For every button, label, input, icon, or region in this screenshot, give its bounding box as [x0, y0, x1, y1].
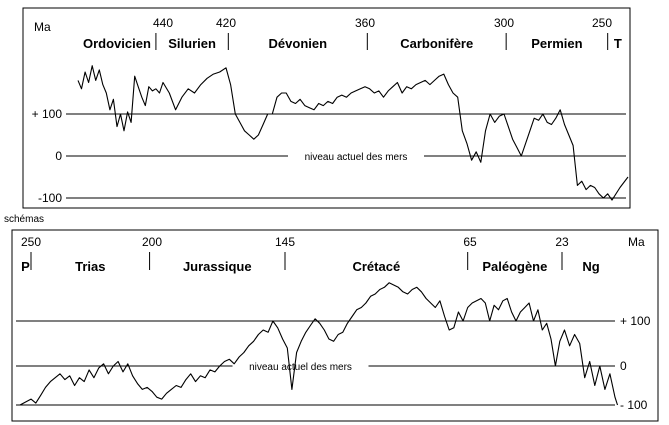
panel-1-frame — [22, 7, 631, 209]
panel-2-frame — [11, 229, 659, 422]
panel-1-unit-label: Ma — [34, 20, 51, 34]
y-tick-label: - 100 — [620, 398, 648, 412]
period-label: P — [21, 259, 30, 274]
x-tick-label: 65 — [463, 235, 477, 249]
period-label: Jurassique — [183, 259, 252, 274]
panel-2: Ma 250 200 145 65 23 P Trias Jurassique Crétacé… — [16, 235, 651, 412]
x-tick-label: 200 — [142, 235, 162, 249]
zero-line-label: niveau actuel des mers — [305, 152, 408, 163]
period-label: Silurien — [168, 36, 216, 51]
corner-label: schémas — [4, 214, 44, 225]
y-tick-label: 0 — [620, 359, 627, 373]
panel-1: Ma 440 420 360 300 250 Ordovicien Silurien Dév… — [32, 16, 629, 205]
x-tick-label: 420 — [216, 16, 236, 30]
period-label: Ordovicien — [83, 36, 151, 51]
period-label: Permien — [531, 36, 582, 51]
period-label: Carbonifère — [400, 36, 473, 51]
x-tick-label: 360 — [355, 16, 375, 30]
panel-2-sea-level-line — [19, 282, 619, 406]
period-label: T — [614, 36, 622, 51]
panel-2-unit-label: Ma — [628, 235, 645, 249]
x-tick-label: 23 — [555, 235, 569, 249]
period-label: Dévonien — [269, 36, 328, 51]
y-tick-label: 0 — [55, 149, 62, 163]
y-tick-label: + 100 — [620, 314, 651, 328]
period-label: Ng — [582, 259, 599, 274]
x-tick-label: 440 — [153, 16, 173, 30]
y-tick-label: -100 — [38, 191, 62, 205]
period-label: Crétacé — [352, 259, 400, 274]
panel-1-sea-level-line — [77, 65, 629, 201]
x-tick-label: 145 — [275, 235, 295, 249]
x-tick-label: 300 — [494, 16, 514, 30]
period-label: Paléogène — [482, 259, 547, 274]
zero-line-label: niveau actuel des mers — [249, 362, 352, 373]
period-label: Trias — [75, 259, 105, 274]
x-tick-label: 250 — [592, 16, 612, 30]
y-tick-label: + 100 — [32, 107, 63, 121]
x-tick-label: 250 — [21, 235, 41, 249]
